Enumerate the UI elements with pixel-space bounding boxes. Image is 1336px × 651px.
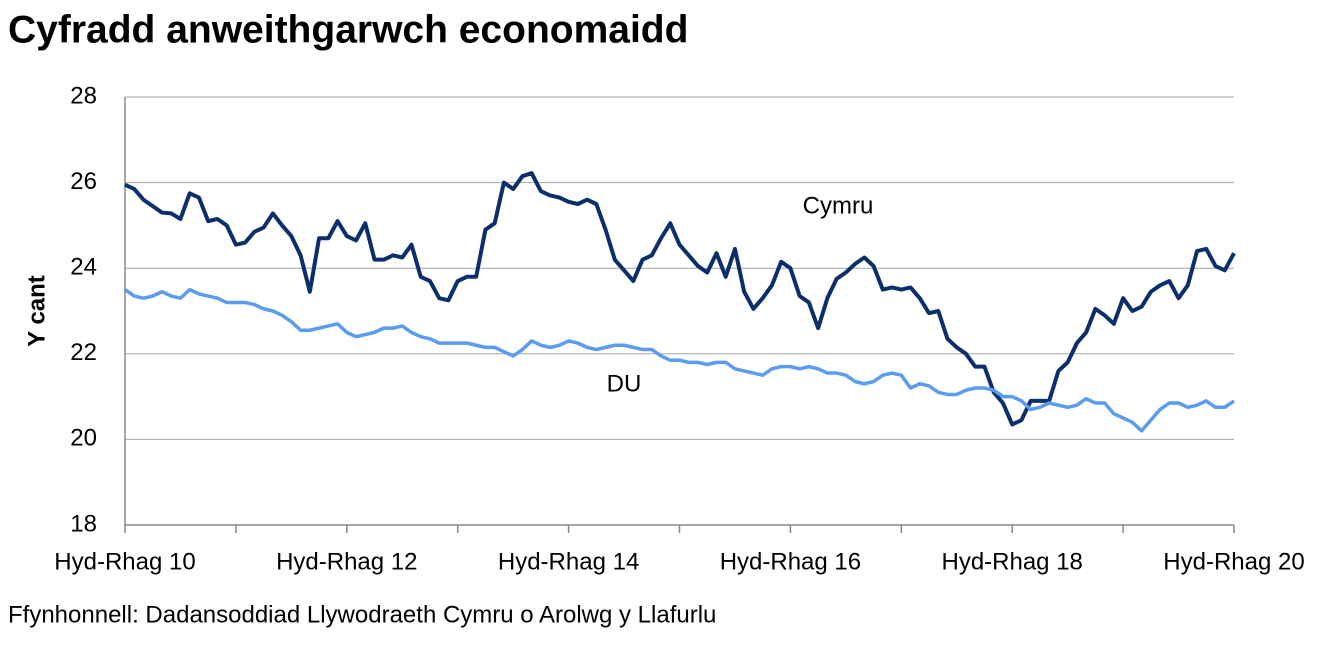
y-axis-label: Y cant (23, 275, 50, 347)
y-tick-label: 20 (70, 425, 97, 452)
x-tick-label: Hyd-Rhag 16 (720, 548, 861, 575)
series-label: DU (607, 370, 642, 397)
y-tick-label: 24 (70, 254, 97, 281)
series-line (124, 287, 1235, 433)
series-line (124, 171, 1236, 427)
x-tick-label: Hyd-Rhag 10 (54, 548, 195, 575)
y-tick-label: 26 (70, 168, 97, 195)
x-tick-label: Hyd-Rhag 20 (1163, 548, 1304, 575)
y-tick-label: 22 (70, 339, 97, 366)
y-tick-label: 18 (70, 510, 97, 537)
series-label: Cymru (803, 192, 874, 219)
x-tick-label: Hyd-Rhag 14 (498, 548, 639, 575)
y-tick-label: 28 (70, 82, 97, 109)
x-tick-label: Hyd-Rhag 18 (941, 548, 1082, 575)
chart-title: Cyfradd anweithgarwch economaidd (8, 8, 688, 51)
source-note: Ffynhonnell: Dadansoddiad Llywodraeth Cy… (8, 601, 716, 628)
x-tick-label: Hyd-Rhag 12 (276, 548, 417, 575)
